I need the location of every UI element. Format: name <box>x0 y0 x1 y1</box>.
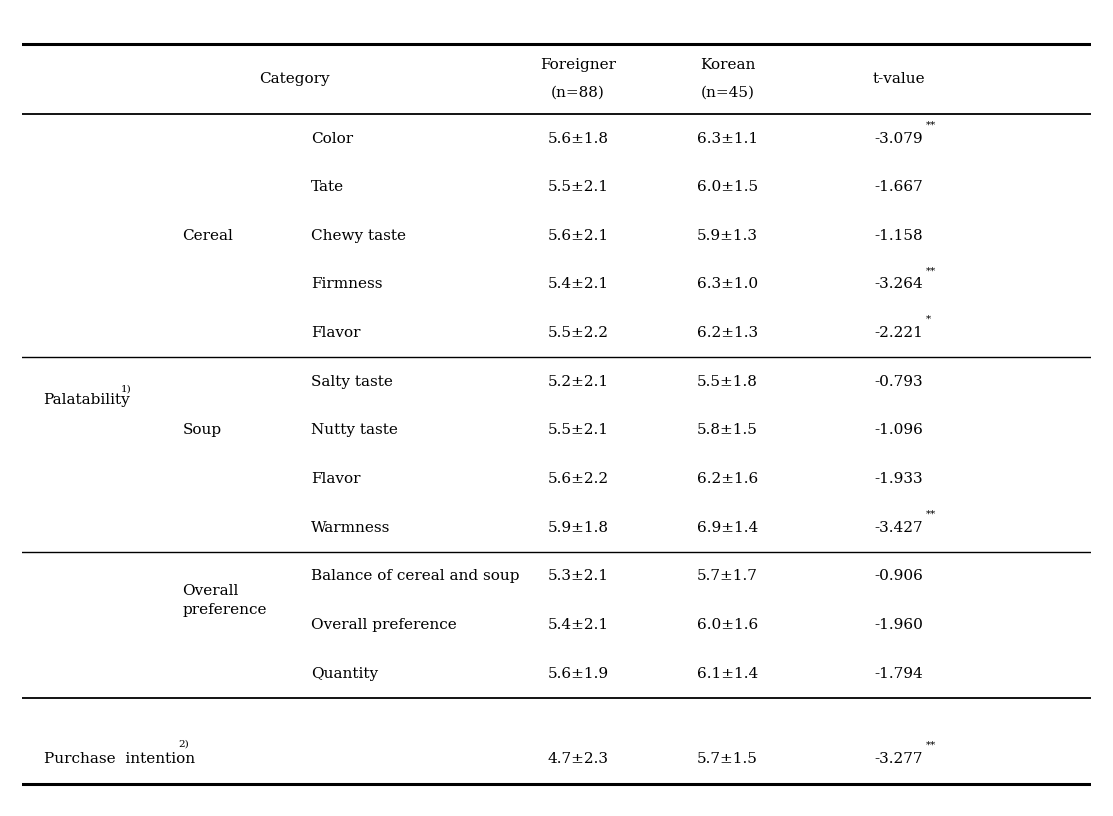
Text: **: ** <box>926 740 936 749</box>
Text: 2): 2) <box>178 740 189 749</box>
Text: Purchase  intention: Purchase intention <box>43 752 195 765</box>
Text: Overall: Overall <box>183 584 239 598</box>
Text: Quantity: Quantity <box>311 667 378 681</box>
Text: 5.7±1.5: 5.7±1.5 <box>697 752 758 765</box>
Text: Flavor: Flavor <box>311 326 361 340</box>
Text: -1.667: -1.667 <box>874 180 923 194</box>
Text: 6.9±1.4: 6.9±1.4 <box>697 521 758 534</box>
Text: -3.264: -3.264 <box>874 277 923 291</box>
Text: 5.5±2.2: 5.5±2.2 <box>548 326 609 340</box>
Text: 5.6±1.8: 5.6±1.8 <box>548 131 609 145</box>
Text: 5.6±1.9: 5.6±1.9 <box>548 667 609 681</box>
Text: 5.5±1.8: 5.5±1.8 <box>697 375 758 388</box>
Text: -1.960: -1.960 <box>874 618 923 632</box>
Text: **: ** <box>926 509 936 518</box>
Text: **: ** <box>926 266 936 275</box>
Text: 5.6±2.1: 5.6±2.1 <box>548 228 609 243</box>
Text: -1.933: -1.933 <box>874 472 923 486</box>
Text: -1.794: -1.794 <box>874 667 923 681</box>
Text: t-value: t-value <box>873 72 925 86</box>
Text: Overall preference: Overall preference <box>311 618 456 632</box>
Text: **: ** <box>926 121 936 130</box>
Text: 5.4±2.1: 5.4±2.1 <box>548 618 609 632</box>
Text: Tate: Tate <box>311 180 344 194</box>
Text: Balance of cereal and soup: Balance of cereal and soup <box>311 570 520 583</box>
Text: 6.3±1.0: 6.3±1.0 <box>697 277 758 291</box>
Text: (n=45): (n=45) <box>700 86 755 100</box>
Text: Warmness: Warmness <box>311 521 391 534</box>
Text: Firmness: Firmness <box>311 277 382 291</box>
Text: 5.4±2.1: 5.4±2.1 <box>548 277 609 291</box>
Text: 6.1±1.4: 6.1±1.4 <box>697 667 758 681</box>
Text: -0.906: -0.906 <box>874 570 923 583</box>
Text: Chewy taste: Chewy taste <box>311 228 406 243</box>
Text: Nutty taste: Nutty taste <box>311 424 397 437</box>
Text: -1.096: -1.096 <box>874 424 923 437</box>
Text: (n=88): (n=88) <box>551 86 604 100</box>
Text: 5.2±2.1: 5.2±2.1 <box>548 375 609 388</box>
Text: Foreigner: Foreigner <box>540 58 615 72</box>
Text: *: * <box>926 315 930 324</box>
Text: Korean: Korean <box>700 58 755 72</box>
Text: Cereal: Cereal <box>183 228 234 243</box>
Text: Palatability: Palatability <box>43 392 130 406</box>
Text: -2.221: -2.221 <box>874 326 923 340</box>
Text: -1.158: -1.158 <box>874 228 923 243</box>
Text: 5.8±1.5: 5.8±1.5 <box>697 424 758 437</box>
Text: 1): 1) <box>120 384 131 393</box>
Text: preference: preference <box>183 603 267 617</box>
Text: Category: Category <box>259 72 331 86</box>
Text: 5.5±2.1: 5.5±2.1 <box>548 424 609 437</box>
Text: Soup: Soup <box>183 424 221 437</box>
Text: 6.0±1.6: 6.0±1.6 <box>697 618 758 632</box>
Text: -3.277: -3.277 <box>874 752 923 765</box>
Text: Flavor: Flavor <box>311 472 361 486</box>
Text: 6.2±1.6: 6.2±1.6 <box>697 472 758 486</box>
Text: 5.7±1.7: 5.7±1.7 <box>697 570 758 583</box>
Text: -3.079: -3.079 <box>874 131 923 145</box>
Text: 5.3±2.1: 5.3±2.1 <box>548 570 609 583</box>
Text: 6.2±1.3: 6.2±1.3 <box>697 326 758 340</box>
Text: 5.9±1.8: 5.9±1.8 <box>548 521 609 534</box>
Text: -3.427: -3.427 <box>874 521 923 534</box>
Text: 6.3±1.1: 6.3±1.1 <box>697 131 758 145</box>
Text: 5.5±2.1: 5.5±2.1 <box>548 180 609 194</box>
Text: 6.0±1.5: 6.0±1.5 <box>697 180 758 194</box>
Text: 5.6±2.2: 5.6±2.2 <box>548 472 609 486</box>
Text: -0.793: -0.793 <box>874 375 923 388</box>
Text: 4.7±2.3: 4.7±2.3 <box>548 752 609 765</box>
Text: Salty taste: Salty taste <box>311 375 393 388</box>
Text: Color: Color <box>311 131 353 145</box>
Text: 5.9±1.3: 5.9±1.3 <box>697 228 758 243</box>
